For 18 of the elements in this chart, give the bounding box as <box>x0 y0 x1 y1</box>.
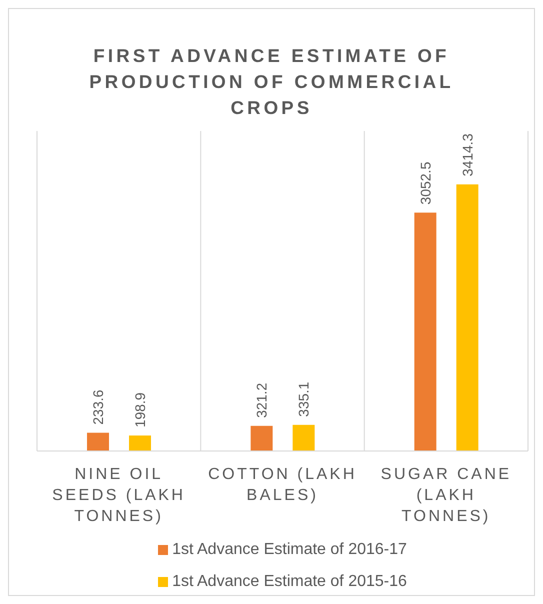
x-tick-label: COTTON (LAKH BALES) <box>208 466 357 504</box>
chart-title: FIRST ADVANCE ESTIMATE OF PRODUCTION OF COMMERCIAL CROPS <box>88 44 455 120</box>
data-label: 233.6 <box>90 390 106 425</box>
x-tick-label: NINE OIL SEEDS (LAKH TONNES) <box>52 466 186 525</box>
data-label: 3052.5 <box>417 162 434 205</box>
data-label: 3414.3 <box>459 133 476 176</box>
bar <box>250 426 273 451</box>
bar <box>456 184 478 451</box>
legend-label: 1st Advance Estimate of 2016-17 <box>171 541 407 559</box>
data-label: 198.9 <box>132 392 148 428</box>
bar <box>414 212 436 451</box>
bar <box>87 432 109 451</box>
bar <box>292 424 315 451</box>
x-tick-label: SUGAR CANE (LAKH TONNES) <box>380 466 512 525</box>
data-label: 321.2 <box>254 382 270 418</box>
legend-label: 1st Advance Estimate of 2015-16 <box>171 573 407 591</box>
data-label: 335.1 <box>296 382 312 417</box>
bar <box>129 435 151 451</box>
